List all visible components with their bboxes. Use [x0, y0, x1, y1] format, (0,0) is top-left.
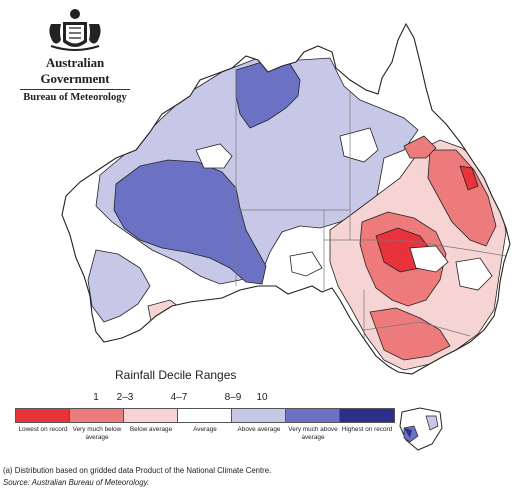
legend-label: Above average	[237, 426, 281, 433]
legend-swatch	[340, 409, 394, 422]
legend-swatch	[232, 409, 286, 422]
legend-tick: 2–3	[116, 392, 134, 403]
footnote: (a) Distribution based on gridded data P…	[3, 466, 272, 475]
source-note: Source: Australian Bureau of Meteorology…	[3, 478, 150, 487]
government-logo: Australian Government Bureau of Meteorol…	[14, 8, 136, 103]
legend-title: Rainfall Decile Ranges	[115, 368, 237, 382]
legend-label: Very much below average	[72, 426, 122, 441]
logo-divider	[20, 89, 130, 90]
legend-swatch	[16, 409, 70, 422]
bureau-name: Bureau of Meteorology	[23, 92, 127, 103]
coat-of-arms-icon	[49, 9, 101, 51]
legend-tick: 10	[256, 392, 268, 403]
legend-label: Highest on record	[341, 426, 393, 433]
legend-swatch	[70, 409, 124, 422]
legend-swatch	[124, 409, 178, 422]
legend-label: Very much above average	[288, 426, 338, 441]
legend-label: Below average	[129, 426, 173, 433]
legend-label: Lowest on record	[18, 426, 68, 433]
tasmania	[399, 407, 443, 451]
legend-tick: 1	[93, 392, 99, 403]
legend-swatches	[15, 408, 395, 423]
government-name: Australian Government	[40, 55, 110, 86]
legend-swatch	[286, 409, 340, 422]
legend-tick: 4–7	[170, 392, 188, 403]
legend-swatch	[178, 409, 232, 422]
legend-tick: 8–9	[224, 392, 242, 403]
mainland-coastline	[61, 22, 511, 375]
legend-label: Average	[193, 426, 217, 433]
